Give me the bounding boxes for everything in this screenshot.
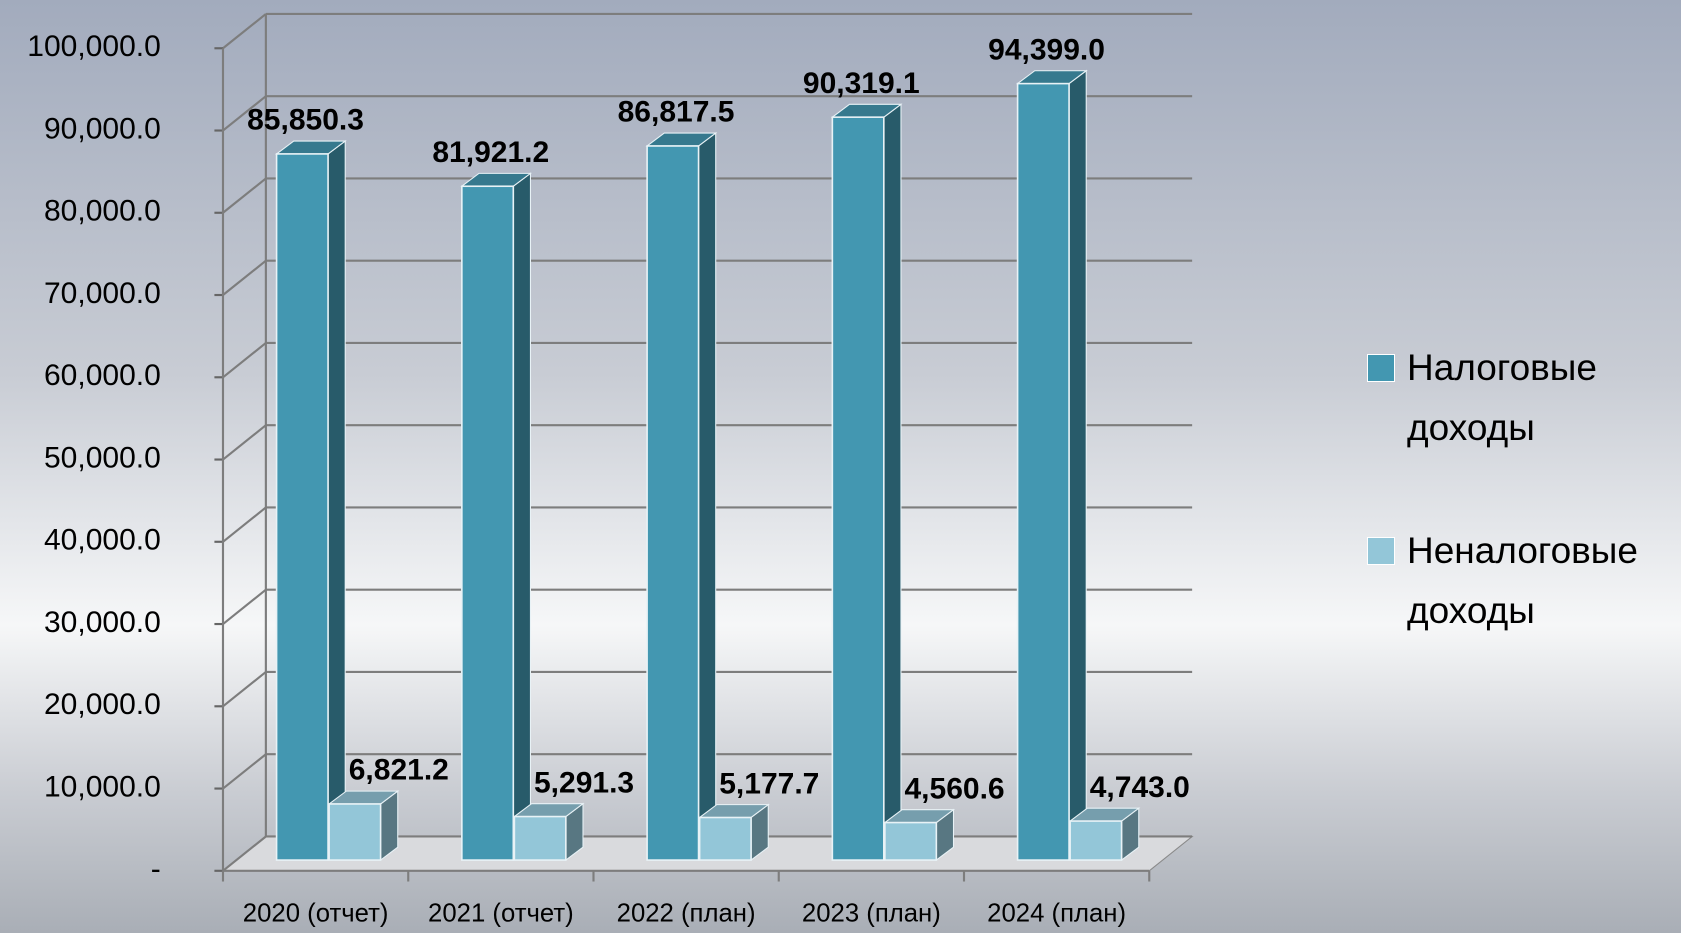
x-tick-label: 2024 (план): [987, 900, 1126, 928]
value-label: 4,743.0: [1090, 771, 1190, 804]
bar-side: [1068, 69, 1087, 862]
grid-line-side: [222, 424, 267, 461]
bar-side: [327, 139, 346, 862]
value-label: 94,399.0: [988, 33, 1105, 66]
y-tick-label: -: [151, 853, 161, 886]
bar-side: [698, 132, 717, 862]
bar: [1069, 820, 1123, 861]
bar: [1016, 82, 1070, 861]
legend-swatch: [1367, 354, 1395, 382]
grid-line-side: [222, 13, 267, 50]
grid-line-side: [222, 342, 267, 379]
grid-line-side: [222, 753, 267, 790]
x-tick-label: 2020 (отчет): [243, 900, 389, 928]
y-tick-label: 40,000.0: [44, 524, 161, 557]
value-label: 90,319.1: [803, 67, 920, 100]
y-tick-label: 60,000.0: [44, 359, 161, 392]
bar: [513, 815, 567, 861]
value-label: 5,177.7: [719, 767, 819, 800]
grid-line-side: [222, 506, 267, 543]
grid-line-side: [222, 671, 267, 708]
legend-label: Налоговые доходы: [1407, 347, 1597, 448]
y-tick-label: 20,000.0: [44, 688, 161, 721]
y-tick-label: 50,000.0: [44, 441, 161, 474]
value-label: 4,560.6: [904, 772, 1004, 805]
value-label: 6,821.2: [349, 754, 449, 787]
grid-line-side: [222, 835, 267, 872]
legend-label: Неналоговые доходы: [1407, 530, 1638, 631]
bar: [884, 821, 938, 861]
grid-line-side: [222, 259, 267, 296]
bar: [328, 803, 382, 861]
grid-line-side: [222, 177, 267, 214]
bar: [646, 145, 700, 861]
y-tick-label: 30,000.0: [44, 606, 161, 639]
grid-line-side: [222, 95, 267, 132]
bar-side: [512, 172, 531, 862]
value-label: 81,921.2: [432, 136, 549, 169]
y-tick-label: 10,000.0: [44, 770, 161, 803]
value-label: 86,817.5: [618, 96, 735, 129]
value-label: 5,291.3: [534, 766, 634, 799]
y-tick-label: 90,000.0: [44, 112, 161, 145]
bar: [461, 185, 515, 861]
x-tick-label: 2021 (отчет): [428, 900, 574, 928]
y-tick-label: 70,000.0: [44, 277, 161, 310]
legend-swatch: [1367, 537, 1395, 565]
value-label: 85,850.3: [247, 104, 364, 137]
x-tick-label: 2022 (план): [617, 900, 756, 928]
grid-line-side: [222, 588, 267, 625]
y-tick-label: 100,000.0: [27, 30, 161, 63]
bar: [275, 153, 329, 861]
bar-side: [883, 103, 902, 862]
bar: [831, 116, 885, 861]
x-tick-label: 2023 (план): [802, 900, 941, 928]
bar: [698, 816, 752, 861]
y-tick-label: 80,000.0: [44, 195, 161, 228]
